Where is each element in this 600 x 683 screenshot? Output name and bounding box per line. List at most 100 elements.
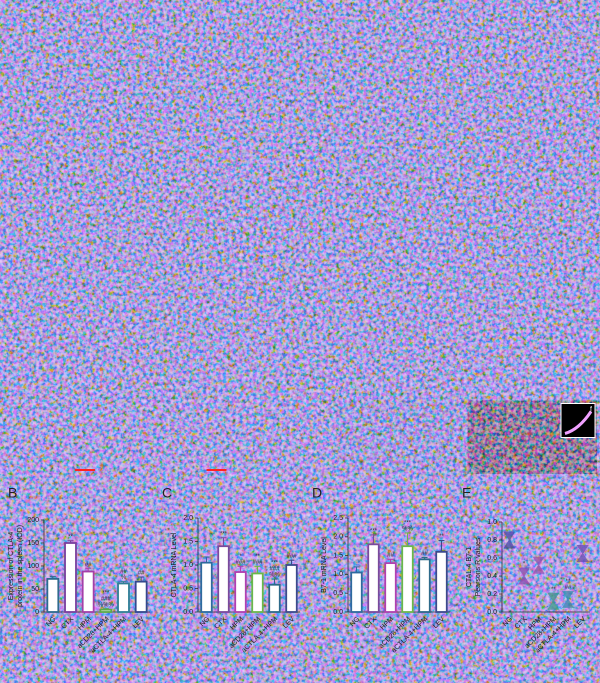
significance: *** (370, 528, 378, 534)
error-bar (49, 576, 56, 579)
row-label: aCD28 (6, 270, 46, 285)
violin (532, 556, 545, 574)
inset-plot (564, 108, 593, 133)
y-tick-label: 0.0 (487, 609, 497, 616)
error-bar (271, 578, 278, 585)
panel-label: E (462, 485, 471, 501)
y-tick-label: 1.0 (487, 519, 497, 526)
y-tick-label: 0.8 (487, 537, 497, 544)
inset-label: c (590, 180, 594, 187)
inset-label: a (590, 29, 594, 36)
significance: ### (252, 560, 263, 566)
significance: ** (566, 579, 571, 585)
significance: ** (551, 587, 556, 593)
significance: * (239, 554, 242, 560)
error-bar (353, 566, 360, 573)
column-header: DAPI (386, 4, 416, 19)
micrograph (336, 400, 466, 474)
violin (517, 567, 531, 585)
inset-plot (564, 335, 593, 360)
inset-label: b (590, 104, 594, 111)
micrograph (336, 249, 466, 323)
significance: ### (269, 567, 280, 573)
column-header: CTLA-4 (115, 4, 160, 19)
x-tick-label: NG (349, 616, 361, 628)
bar (99, 608, 113, 613)
x-tick-label: NG (502, 616, 514, 628)
significance: % (121, 575, 127, 581)
y-axis-label: CTAL-4 B7-1 (466, 547, 473, 587)
y-tick-label: 0.0 (333, 609, 343, 616)
bar (384, 562, 397, 613)
bar (401, 545, 414, 613)
micrograph (336, 325, 466, 399)
significance: ** (439, 534, 444, 540)
significance: *** (220, 531, 228, 537)
y-tick-label: 2.5 (333, 515, 343, 522)
micrograph (73, 98, 203, 172)
significance: ** (255, 554, 260, 560)
x-tick-label: NG (199, 616, 211, 628)
y-tick-label: 0.5 (333, 590, 343, 597)
inset-label: f (590, 406, 592, 413)
bar (234, 571, 247, 613)
y-tick-label: 2.0 (183, 515, 193, 522)
y-tick-label: 0 (35, 609, 39, 616)
micrograph (204, 400, 334, 474)
y-tick-label: 0.0 (183, 609, 193, 616)
error-bar (370, 534, 377, 545)
x-tick-label: NG (45, 616, 57, 628)
significance: %% (269, 573, 280, 579)
error-bar (85, 567, 92, 572)
violin (576, 545, 589, 562)
y-tick-label: 200 (27, 517, 39, 524)
x-tick-label: HPM (77, 616, 93, 632)
panel-label: B (8, 485, 17, 501)
bar (46, 577, 60, 613)
bar (285, 564, 298, 613)
y-axis-label: protein in the spleen (IOD) (17, 525, 24, 607)
x-tick-label: LEV (282, 616, 297, 631)
error-bar (387, 558, 394, 564)
micrograph (204, 249, 334, 323)
significance: *** (404, 521, 412, 527)
row-label: aCTLA-4 (6, 345, 58, 360)
micrograph (73, 174, 203, 248)
error-bar (67, 540, 74, 543)
error-bar (421, 556, 428, 560)
bar (350, 571, 363, 613)
violin (547, 592, 560, 610)
x-tick-label: LEV (132, 616, 147, 631)
bar (134, 580, 148, 613)
bar (251, 572, 264, 613)
y-tick-label: 150 (27, 540, 39, 547)
bar (418, 558, 431, 613)
error-bar (120, 581, 127, 584)
significance: %%% (98, 602, 115, 608)
y-tick-label: 1.5 (333, 552, 343, 559)
significance: ### (286, 554, 297, 560)
micrograph (204, 98, 334, 172)
error-bar (237, 565, 244, 573)
error-bar (220, 537, 227, 547)
x-tick-label: LEV (432, 616, 447, 631)
row-label: NG (6, 51, 26, 66)
error-bar (288, 559, 295, 565)
significance: ## (387, 553, 394, 559)
significance: * (523, 562, 526, 568)
inset-plot (564, 184, 593, 209)
micrograph (73, 400, 203, 474)
panel-label: A (6, 1, 16, 17)
error-bar (138, 576, 145, 582)
significance: ### (235, 560, 246, 566)
scale-bar (75, 469, 95, 471)
column-header: Merge (514, 4, 551, 19)
micrograph (204, 325, 334, 399)
row-label: CTX (6, 127, 32, 142)
bar (367, 543, 380, 613)
significance: ## (120, 569, 127, 575)
significance: ### (101, 596, 112, 602)
y-tick-label: 0.6 (487, 555, 497, 562)
significance: %% (402, 527, 413, 533)
x-tick-label: CTX (514, 616, 529, 631)
